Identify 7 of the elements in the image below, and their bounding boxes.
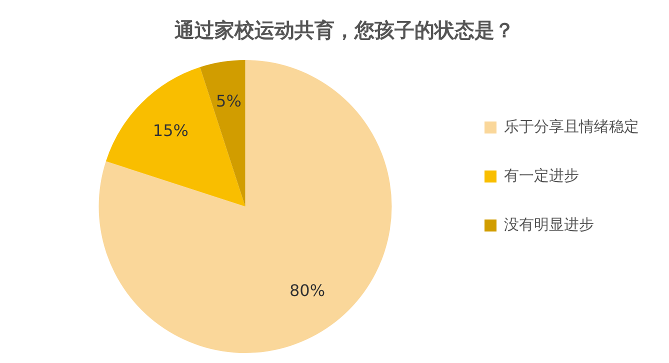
chart-title: 通过家校运动共育，您孩子的状态是？ bbox=[174, 18, 514, 42]
data-label: 5% bbox=[216, 91, 242, 110]
legend-label: 没有明显进步 bbox=[504, 215, 594, 234]
legend-label: 有一定进步 bbox=[504, 166, 579, 184]
legend-label: 乐于分享且情绪稳定 bbox=[504, 117, 639, 136]
data-label: 80% bbox=[289, 280, 326, 300]
data-label: 15% bbox=[152, 121, 188, 140]
